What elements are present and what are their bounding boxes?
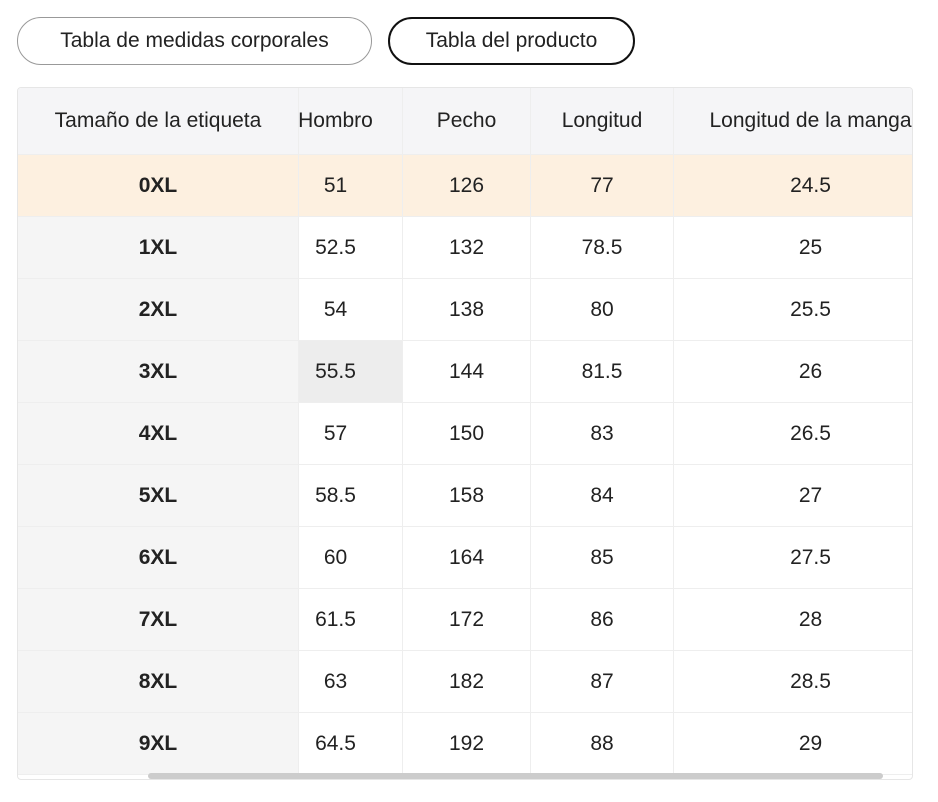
scrollbar[interactable] — [148, 773, 883, 779]
table-cell: 132 — [403, 217, 531, 279]
table-cell: 138 — [403, 279, 531, 341]
row-label: 2XL — [18, 279, 299, 341]
table-cell: 150 — [403, 403, 531, 465]
size-table: Hombro 51 52.5 54 55.5 57 58.5 60 61.5 63 64.5 Pech… — [17, 87, 913, 780]
row-label: 4XL — [18, 403, 299, 465]
row-label: 8XL — [18, 651, 299, 713]
row-label: 1XL — [18, 217, 299, 279]
row-label: 7XL — [18, 589, 299, 651]
row-label: 6XL — [18, 527, 299, 589]
header-cell: Tamaño de la etiqueta — [18, 88, 299, 155]
table-cell: 80 — [531, 279, 674, 341]
table-cell: 25 — [674, 217, 912, 279]
table-cell: 25.5 — [674, 279, 912, 341]
table-cell: 172 — [403, 589, 531, 651]
table-cell: 26 — [674, 341, 912, 403]
tab[interactable]: Tabla de medidas corporales — [17, 17, 372, 65]
table-cell: 78.5 — [531, 217, 674, 279]
table-cell: 29 — [674, 713, 912, 775]
table-cell: 88 — [531, 713, 674, 775]
table-cell: 26.5 — [674, 403, 912, 465]
table-cell: 81.5 — [531, 341, 674, 403]
header-cell: Longitud — [531, 88, 674, 155]
table-cell: 182 — [403, 651, 531, 713]
table-cell: 164 — [403, 527, 531, 589]
table-cell: 28 — [674, 589, 912, 651]
table-cell: 144 — [403, 341, 531, 403]
table-cell: 27.5 — [674, 527, 912, 589]
table-cell: 83 — [531, 403, 674, 465]
table-cell: 27 — [674, 465, 912, 527]
tab-active[interactable]: Tabla del producto — [388, 17, 635, 65]
table-cell: 86 — [531, 589, 674, 651]
table-cell: 158 — [403, 465, 531, 527]
row-label: 9XL — [18, 713, 299, 775]
table-cell: 87 — [531, 651, 674, 713]
table-cell: 84 — [531, 465, 674, 527]
table-cell: 28.5 — [674, 651, 912, 713]
table-cell: 24.5 — [674, 155, 912, 217]
row-label: 3XL — [18, 341, 299, 403]
table-cell: 85 — [531, 527, 674, 589]
row-label: 0XL — [18, 155, 299, 217]
table-cell: 77 — [531, 155, 674, 217]
table-cell: 192 — [403, 713, 531, 775]
header-cell: Pecho — [403, 88, 531, 155]
header-cell: Longitud de la manga — [674, 88, 912, 155]
row-label: 5XL — [18, 465, 299, 527]
table-cell: 126 — [403, 155, 531, 217]
